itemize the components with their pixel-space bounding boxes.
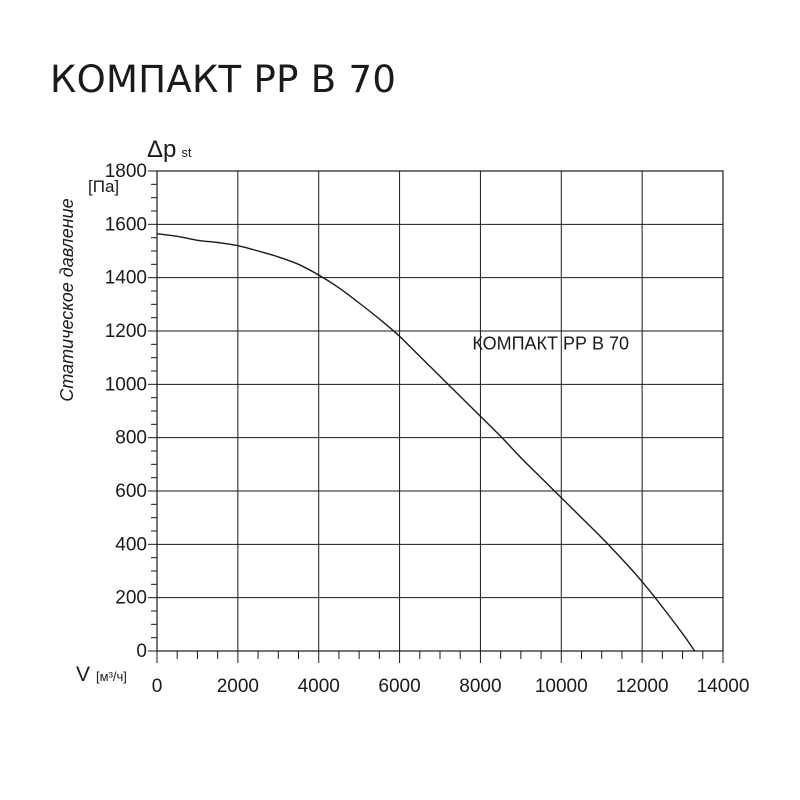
- minor-ticks: [148, 170, 724, 663]
- y-tick-label: 1400: [105, 268, 147, 289]
- y-axis-label: Статическое давление: [57, 198, 77, 401]
- y-tick-label: 600: [115, 481, 147, 502]
- y-tick-label: 1600: [105, 214, 147, 235]
- y-tick-label: 800: [115, 428, 147, 449]
- y-axis-title: Δp st [Па] Статическое давление: [57, 136, 192, 402]
- y-axis-symbol: Δp: [147, 136, 176, 163]
- curves: КОМПАКТ РР В 70: [156, 233, 696, 652]
- x-tick-label: 10000: [535, 676, 588, 697]
- x-tick-label: 0: [152, 676, 163, 697]
- y-axis-unit: [Па]: [88, 177, 119, 196]
- y-tick-label: 0: [136, 641, 147, 662]
- x-axis-symbol: V: [76, 663, 90, 686]
- series-label: КОМПАКТ РР В 70: [472, 334, 629, 354]
- x-axis-title: V [м³/ч]: [76, 663, 127, 686]
- y-axis-subscript: st: [181, 145, 192, 160]
- series-line: [156, 233, 696, 652]
- y-tick-label: 1200: [105, 321, 147, 342]
- x-tick-label: 8000: [459, 676, 501, 697]
- y-tick-labels: 0 200 400 600 800 1000 1200 1400 1600 1800: [105, 161, 147, 662]
- y-tick-label: 200: [115, 588, 147, 609]
- page-title: КОМПАКТ РР В 70: [50, 58, 397, 101]
- x-tick-label: 12000: [616, 676, 669, 697]
- x-tick-label: 2000: [217, 676, 259, 697]
- y-tick-label: 1000: [105, 374, 147, 395]
- grid: [157, 171, 723, 651]
- y-tick-label: 1800: [105, 161, 147, 182]
- x-tick-label: 14000: [697, 676, 750, 697]
- x-tick-labels: 0 2000 4000 6000 8000 10000 12000 14000: [152, 676, 750, 697]
- plot-frame: [156, 170, 724, 652]
- y-tick-label: 400: [115, 534, 147, 555]
- x-tick-label: 4000: [298, 676, 340, 697]
- x-tick-label: 6000: [378, 676, 420, 697]
- svg-text:V[м³/ч]: V [м³/ч]: [76, 663, 127, 686]
- x-axis-unit: [м³/ч]: [96, 669, 127, 684]
